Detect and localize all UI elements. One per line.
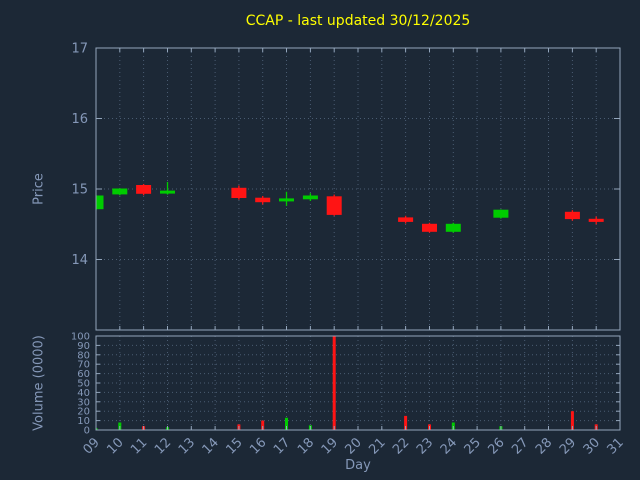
x-tick-label: 13 (176, 435, 198, 457)
volume-bar-day-22 (404, 415, 408, 430)
candle-body (588, 218, 604, 222)
price-panel-border (95, 47, 621, 331)
volume-tick-label: 80 (77, 350, 90, 361)
volume-bar-day-17 (285, 417, 288, 430)
x-tick-label: 27 (509, 435, 531, 457)
x-tick-label: 20 (343, 435, 365, 457)
x-tick-label: 21 (366, 435, 388, 457)
volume-tick-label: 20 (77, 407, 90, 418)
candlestick-day-11 (136, 184, 152, 196)
x-tick-label: 17 (271, 435, 293, 457)
chart-title: CCAP - last updated 30/12/2025 (245, 13, 471, 29)
volume-tick-label: 100 (71, 332, 90, 343)
x-tick-label: 29 (557, 435, 579, 457)
candlestick-day-15 (231, 185, 247, 200)
volume-axis-label: Volume (0000) (31, 335, 47, 431)
x-tick-label: 30 (581, 435, 603, 457)
x-tick-label: 12 (152, 435, 174, 457)
candle-body (564, 211, 580, 220)
x-tick-label: 25 (462, 435, 484, 457)
volume-bar-day-29 (570, 411, 574, 430)
candle-body (160, 190, 175, 194)
volume-bar-day-09 (96, 428, 98, 430)
candle-body (279, 198, 294, 202)
price-tick-label: 15 (71, 183, 88, 198)
x-tick-label: 18 (295, 435, 317, 457)
volume-bar-day-16 (261, 420, 265, 430)
volume-tick-label: 30 (77, 397, 90, 408)
candlestick-day-30 (588, 216, 604, 225)
x-axis-label: Day (345, 458, 371, 473)
x-tick-label: 24 (438, 435, 460, 457)
x-tick-label: 11 (128, 435, 150, 457)
candle-body (96, 195, 104, 210)
volume-panel-border (95, 335, 621, 431)
candle-body (112, 188, 128, 195)
volume-tick-label: 0 (84, 426, 90, 437)
price-axis-label: Price (31, 173, 47, 205)
candlestick-day-18 (302, 193, 318, 201)
candle-body (422, 223, 437, 232)
candle-body (136, 185, 152, 194)
price-tick-label: 16 (71, 112, 88, 127)
price-tick-label: 17 (71, 42, 88, 57)
x-tick-label: 22 (390, 435, 412, 457)
candlestick-day-19 (326, 194, 342, 216)
volume-tick-label: 50 (77, 379, 90, 390)
x-tick-label: 16 (247, 435, 269, 457)
candle-body (493, 209, 509, 218)
candlestick-day-22 (398, 215, 414, 224)
tick-marks (95, 47, 621, 431)
volume-tick-label: 90 (77, 341, 90, 352)
candlestick-day-26 (493, 209, 509, 219)
volume-tick-label: 60 (77, 369, 90, 380)
volume-tick-label: 40 (77, 388, 90, 399)
x-tick-label: 19 (319, 435, 341, 457)
candle-body (231, 187, 247, 199)
x-tick-label: 31 (605, 435, 627, 457)
x-tick-label: 28 (533, 435, 555, 457)
candlestick-day-16 (255, 196, 271, 205)
x-tick-label: 15 (223, 435, 245, 457)
volume-tick-label: 10 (77, 416, 90, 427)
x-tick-label: 23 (414, 435, 436, 457)
candle-body (398, 217, 414, 222)
x-tick-label: 14 (200, 435, 222, 457)
candlestick-day-29 (564, 210, 580, 221)
candlestick-day-24 (445, 222, 461, 233)
volume-tick-label: 70 (77, 360, 90, 371)
candlestick-day-09 (96, 195, 104, 211)
candle-body (445, 223, 461, 232)
x-tick-label: 10 (104, 435, 126, 457)
candlestick-day-10 (112, 188, 128, 196)
candle-body (326, 196, 342, 215)
x-tick-label: 26 (485, 435, 507, 457)
candlestick-day-17 (279, 191, 294, 206)
candle-body (302, 195, 318, 200)
x-tick-label: 09 (81, 435, 103, 457)
candlestick-day-12 (160, 182, 175, 195)
candlesticks (96, 182, 604, 233)
grid-lines (95, 47, 621, 431)
volume-bar-day-19 (332, 336, 336, 430)
candle-body (255, 197, 271, 203)
price-tick-label: 14 (71, 253, 88, 268)
candlestick-day-23 (422, 222, 437, 233)
volume-bars (96, 336, 598, 430)
